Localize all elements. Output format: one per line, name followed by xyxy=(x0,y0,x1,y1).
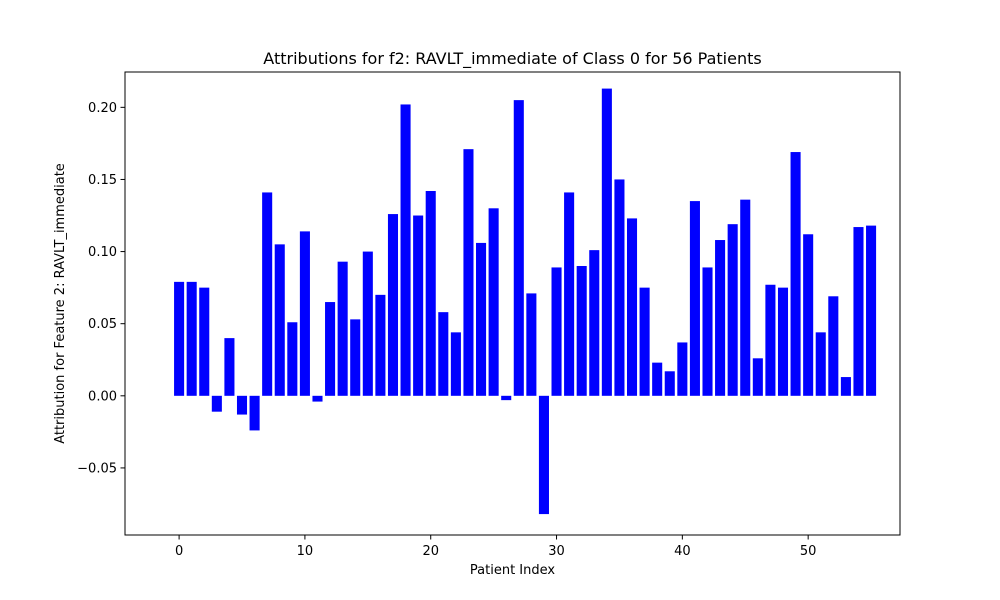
y-tick-label: 0.20 xyxy=(88,101,117,116)
bar-patient-21 xyxy=(438,312,449,396)
x-axis-label: Patient Index xyxy=(470,563,555,578)
bar-patient-24 xyxy=(476,242,487,396)
bar-patient-3 xyxy=(211,395,222,412)
bar-patient-37 xyxy=(639,287,650,396)
bar-patient-14 xyxy=(350,319,361,396)
bar-patient-38 xyxy=(652,362,663,396)
bar-patient-25 xyxy=(488,208,499,396)
bar-patient-34 xyxy=(601,88,612,396)
bars-group xyxy=(174,88,877,515)
bar-patient-28 xyxy=(526,293,537,396)
bar-patient-50 xyxy=(803,234,814,396)
bar-patient-17 xyxy=(387,214,399,396)
bar-patient-41 xyxy=(689,201,700,396)
y-tick-label: −0.05 xyxy=(77,461,117,476)
bar-patient-49 xyxy=(790,152,801,396)
bar-patient-35 xyxy=(614,179,625,396)
bar-patient-54 xyxy=(853,227,864,396)
bar-patient-11 xyxy=(312,395,323,402)
y-axis-label: Attribution for Feature 2: RAVLT_immedia… xyxy=(53,163,68,444)
bar-patient-23 xyxy=(463,149,474,396)
y-axis-ticks: −0.05 0.00 0.05 0.10 0.15 0.20 xyxy=(77,101,125,476)
bar-patient-16 xyxy=(375,294,386,396)
y-tick-label: 0.15 xyxy=(88,173,117,188)
bar-patient-45 xyxy=(740,199,751,396)
bar-patient-18 xyxy=(400,104,411,396)
bar-patient-29 xyxy=(538,395,549,515)
plot-frame xyxy=(124,71,901,536)
bar-patient-53 xyxy=(840,377,851,396)
bar-patient-2 xyxy=(199,287,210,396)
bar-patient-47 xyxy=(765,284,776,396)
bar-patient-4 xyxy=(224,338,235,396)
bar-patient-30 xyxy=(551,267,562,396)
bar-patient-36 xyxy=(626,218,638,396)
bar-patient-40 xyxy=(677,342,688,396)
bar-patient-39 xyxy=(664,371,675,396)
bar-patient-10 xyxy=(299,231,310,396)
y-tick-label: 0.10 xyxy=(88,245,117,260)
bar-patient-42 xyxy=(702,267,713,396)
x-tick-label: 0 xyxy=(175,544,183,559)
bar-patient-7 xyxy=(262,192,273,396)
bar-patient-19 xyxy=(413,215,424,396)
x-tick-label: 50 xyxy=(800,544,817,559)
bar-patient-55 xyxy=(866,225,877,396)
bar-patient-9 xyxy=(287,322,298,396)
bar-patient-33 xyxy=(589,250,600,396)
bar-patient-43 xyxy=(715,240,726,396)
bar-patient-6 xyxy=(249,395,260,431)
bar-patient-51 xyxy=(815,332,826,396)
bar-patient-13 xyxy=(337,261,348,396)
x-tick-label: 10 xyxy=(297,544,314,559)
bar-patient-20 xyxy=(425,190,436,396)
bar-patient-22 xyxy=(450,332,461,396)
bar-patient-52 xyxy=(828,296,839,396)
bar-patient-27 xyxy=(513,100,524,396)
bar-patient-48 xyxy=(777,287,789,396)
x-tick-label: 30 xyxy=(548,544,565,559)
bar-patient-15 xyxy=(362,251,373,396)
bar-patient-12 xyxy=(325,302,336,396)
bar-patient-8 xyxy=(274,244,285,396)
bar-patient-46 xyxy=(752,358,763,396)
bar-patient-26 xyxy=(501,395,512,401)
bar-patient-5 xyxy=(236,395,248,415)
y-tick-label: 0.05 xyxy=(88,317,117,332)
bar-patient-1 xyxy=(186,281,197,396)
bar-patient-32 xyxy=(576,265,587,396)
y-tick-label: 0.00 xyxy=(88,389,117,404)
x-axis-ticks: 0 10 20 30 40 50 xyxy=(175,535,816,559)
bar-patient-31 xyxy=(564,192,575,396)
bar-patient-0 xyxy=(174,281,185,396)
bar-patient-44 xyxy=(727,224,738,396)
x-tick-label: 20 xyxy=(422,544,439,559)
x-tick-label: 40 xyxy=(674,544,691,559)
chart-title: Attributions for f2: RAVLT_immediate of … xyxy=(263,49,761,69)
